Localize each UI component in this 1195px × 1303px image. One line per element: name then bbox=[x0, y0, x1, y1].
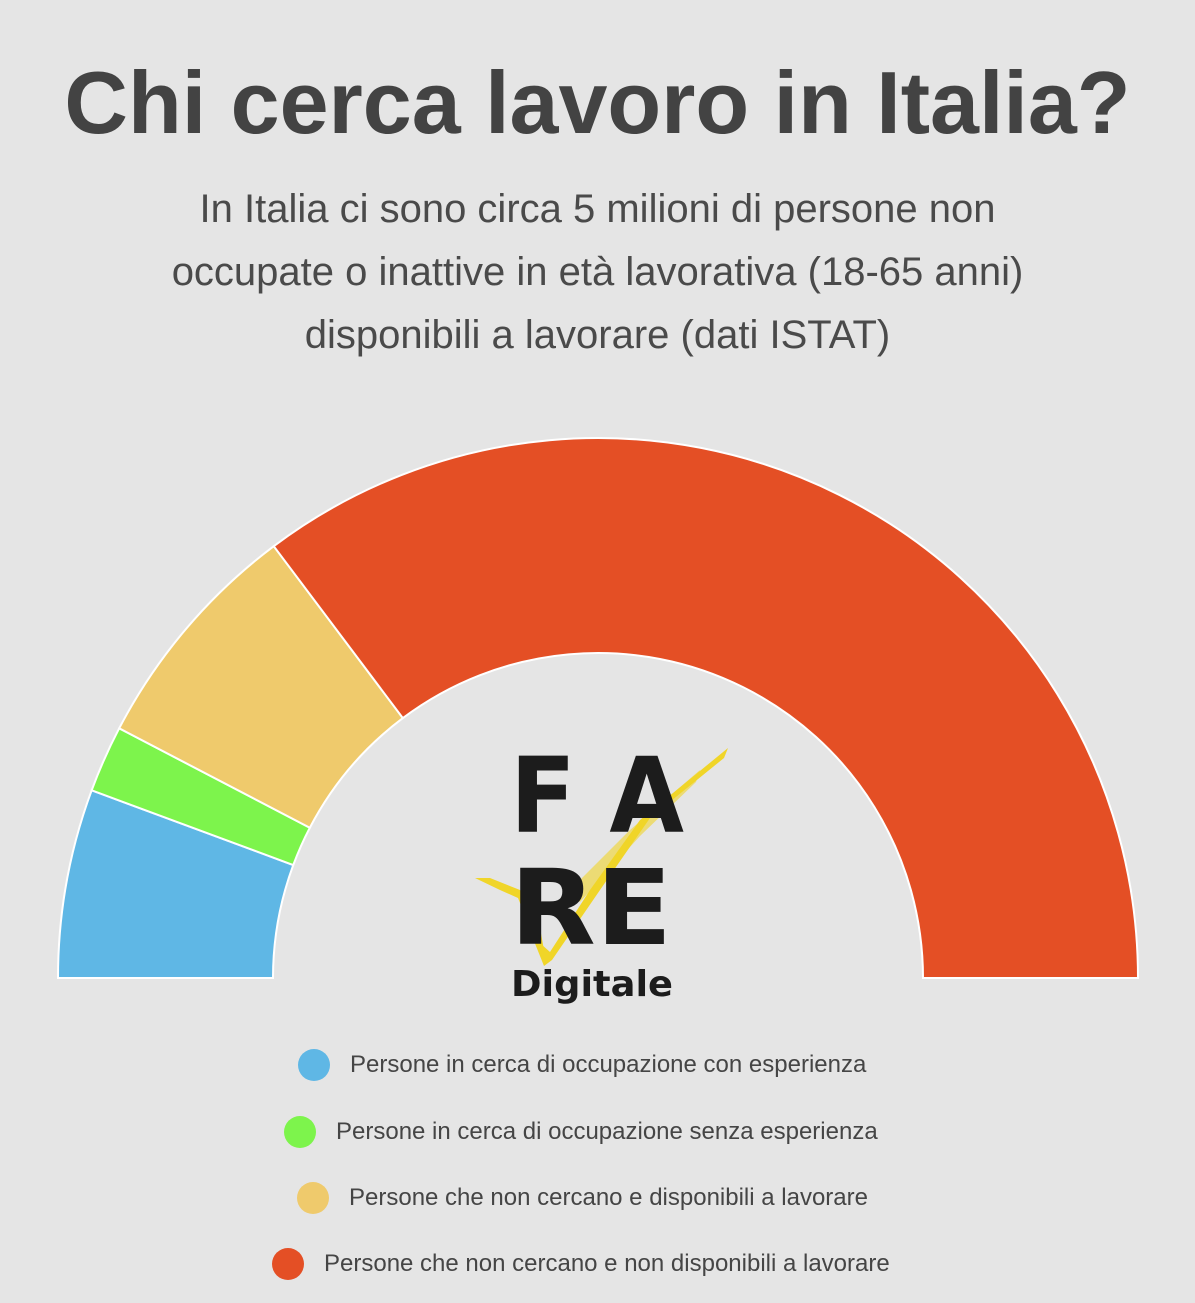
logo-text-line-3: Digitale bbox=[511, 964, 673, 1005]
legend-item-1: Persone in cerca di occupazione con espe… bbox=[298, 1045, 866, 1085]
donut-segment-4 bbox=[272, 437, 1140, 979]
legend-item-2: Persone in cerca di occupazione senza es… bbox=[284, 1112, 878, 1152]
subtitle-line-1: In Italia ci sono circa 5 milioni di per… bbox=[199, 187, 996, 231]
legend-label-4: Persone che non cercano e non disponibil… bbox=[324, 1250, 890, 1277]
legend-swatch-1 bbox=[298, 1049, 330, 1081]
legend-swatch-2 bbox=[284, 1116, 316, 1148]
chart-title: Chi cerca lavoro in Italia? bbox=[64, 53, 1131, 152]
legend-label-2: Persone in cerca di occupazione senza es… bbox=[336, 1118, 878, 1145]
subtitle-line-3: disponibili a lavorare (dati ISTAT) bbox=[304, 313, 891, 357]
legend-item-3: Persone che non cercano e disponibili a … bbox=[297, 1178, 868, 1218]
legend-item-4: Persone che non cercano e non disponibil… bbox=[272, 1244, 890, 1284]
chart-subtitle: In Italia ci sono circa 5 milioni di per… bbox=[120, 178, 1075, 367]
subtitle-line-2: occupate o inattive in età lavorativa (1… bbox=[171, 250, 1024, 294]
yellow-checkmark-brush bbox=[475, 748, 728, 966]
legend-swatch-3 bbox=[297, 1182, 329, 1214]
legend-label-1: Persone in cerca di occupazione con espe… bbox=[350, 1051, 867, 1078]
logo-text-line-2: RE bbox=[510, 847, 672, 969]
legend-label-3: Persone che non cercano e disponibili a … bbox=[349, 1184, 868, 1211]
legend-swatch-4 bbox=[272, 1248, 304, 1280]
logo-text-line-1: F A bbox=[510, 740, 684, 857]
semicircle-donut-chart bbox=[56, 437, 1140, 979]
fare-digitale-logo: F A RE Digitale bbox=[475, 740, 728, 1005]
